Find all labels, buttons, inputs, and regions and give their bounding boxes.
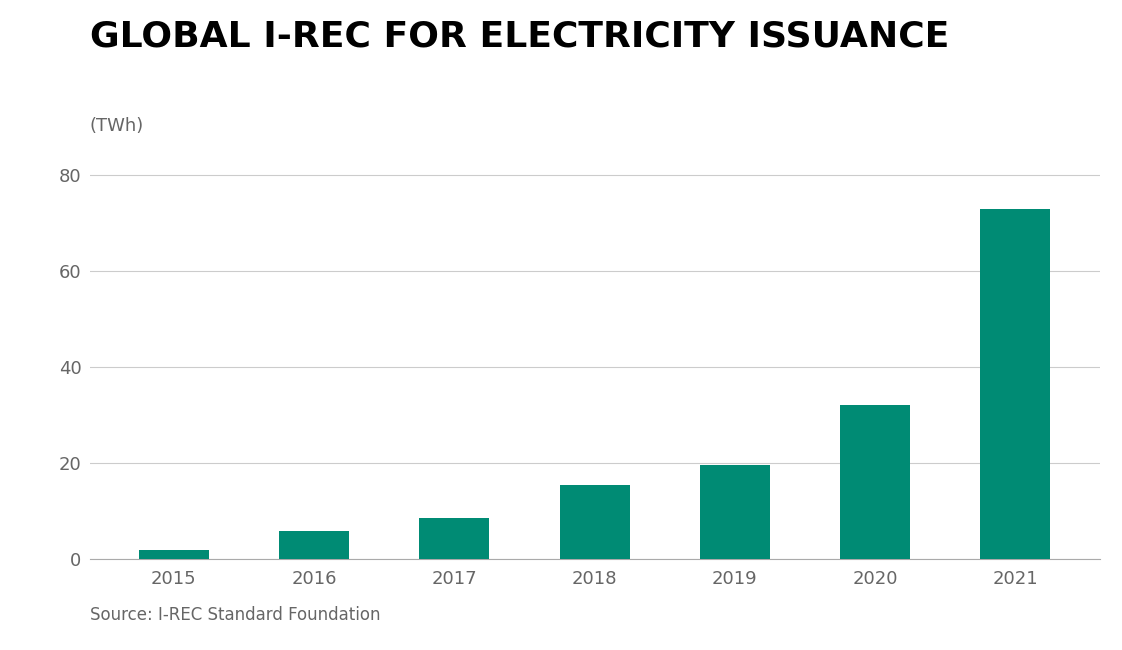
Bar [279, 531, 349, 559]
Bar [981, 209, 1050, 559]
Bar [420, 518, 489, 559]
Bar [840, 406, 910, 559]
Text: Source: I-REC Standard Foundation: Source: I-REC Standard Foundation [90, 606, 380, 624]
Bar [139, 551, 209, 559]
Text: (TWh): (TWh) [90, 117, 144, 135]
Text: GLOBAL I-REC FOR ELECTRICITY ISSUANCE: GLOBAL I-REC FOR ELECTRICITY ISSUANCE [90, 20, 949, 53]
Bar [700, 465, 770, 559]
Bar [560, 485, 629, 559]
